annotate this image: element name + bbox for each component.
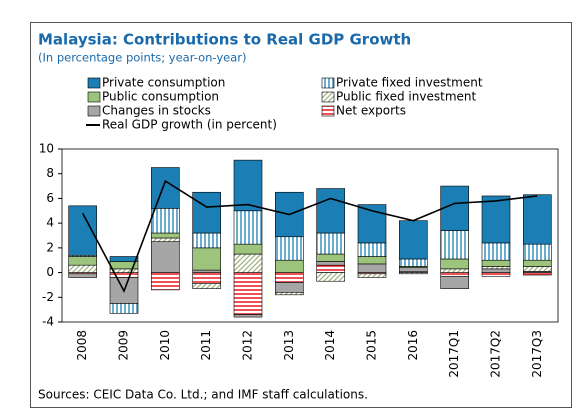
x-tick-label: 2016	[406, 330, 420, 361]
y-tick-label: 2	[46, 240, 54, 254]
y-tick-label: 10	[39, 142, 54, 156]
legend-label: Private fixed investment	[336, 76, 483, 90]
y-tick-label: -2	[42, 290, 54, 304]
legend-swatch	[87, 91, 101, 103]
bar	[151, 208, 180, 234]
bar	[316, 253, 345, 262]
bar	[523, 272, 552, 276]
bar	[440, 268, 469, 273]
x-tick-label: 2010	[158, 330, 172, 361]
bar	[151, 272, 180, 291]
x-tick-label: 2009	[117, 330, 131, 361]
bar	[399, 267, 428, 272]
bar	[316, 264, 345, 273]
bar	[399, 220, 428, 260]
x-tick-label: 2015	[365, 330, 379, 361]
chart-subtitle: (In percentage points; year-on-year)	[38, 51, 247, 65]
bar	[192, 269, 221, 273]
x-tick-label: 2008	[75, 330, 89, 361]
x-tick-label: 2011	[199, 330, 213, 361]
bar	[357, 263, 387, 273]
bar	[440, 185, 469, 231]
source: Sources: CEIC Data Co. Ltd.; and IMF sta…	[38, 388, 368, 402]
legend-label: Private consumption	[102, 76, 225, 90]
legend-label: Net exports	[336, 104, 406, 118]
bar	[316, 272, 345, 282]
bar	[275, 292, 304, 296]
legend-swatch	[87, 77, 101, 89]
bar	[481, 242, 511, 261]
bar	[357, 242, 387, 257]
y-tick-label: 8	[46, 166, 54, 180]
x-tick-label: 2017Q1	[447, 330, 461, 378]
bar	[233, 314, 263, 318]
bar	[192, 232, 221, 249]
bar	[151, 241, 180, 273]
bar	[357, 256, 387, 265]
legend-label: Changes in stocks	[102, 104, 211, 118]
bar	[316, 188, 345, 234]
bar	[192, 272, 221, 284]
y-tick-label: 4	[46, 216, 54, 230]
legend-label: Real GDP growth (in percent)	[102, 118, 277, 132]
bar	[523, 259, 552, 267]
y-tick-label: 6	[46, 191, 54, 205]
line	[81, 179, 538, 294]
legend-swatch	[87, 105, 101, 117]
bar	[399, 272, 428, 275]
x-tick-label: 2017Q2	[489, 330, 503, 378]
bar	[275, 282, 304, 293]
bar	[440, 258, 469, 270]
bar	[68, 273, 97, 278]
bar	[233, 272, 263, 315]
bar	[109, 256, 139, 262]
bar	[275, 272, 304, 283]
bar	[275, 236, 304, 261]
bar	[151, 232, 180, 239]
bar	[481, 259, 511, 267]
legend-label: Public fixed investment	[336, 90, 476, 104]
legend-label: Public consumption	[102, 90, 219, 104]
legend-swatch	[321, 91, 335, 103]
bar	[316, 232, 345, 255]
frame	[30, 22, 572, 408]
bar	[233, 210, 263, 245]
bar	[523, 243, 552, 261]
bar	[233, 243, 263, 255]
bar	[275, 259, 304, 273]
bar	[192, 247, 221, 271]
legend-swatch	[321, 77, 335, 89]
bar	[68, 264, 97, 273]
bar	[357, 273, 387, 278]
plot-frame	[61, 148, 559, 323]
y-tick-label: -4	[42, 315, 54, 329]
bar	[399, 258, 428, 267]
bar	[316, 261, 345, 266]
bar	[233, 253, 263, 273]
legend-swatch	[321, 105, 335, 117]
bar	[440, 230, 469, 260]
x-tick-label: 2012	[241, 330, 255, 361]
chart-title: Malaysia: Contributions to Real GDP Grow…	[38, 31, 411, 49]
bar	[523, 266, 552, 272]
bar	[523, 194, 552, 245]
x-tick-label: 2017Q3	[530, 330, 544, 378]
bar	[192, 191, 221, 234]
bar	[481, 272, 511, 277]
x-tick-label: 2014	[323, 330, 337, 361]
bar	[481, 268, 511, 273]
bar	[440, 272, 469, 277]
bar	[109, 303, 139, 314]
x-tick-label: 2013	[282, 330, 296, 361]
bar	[192, 283, 221, 289]
bar	[233, 159, 263, 212]
bar	[68, 256, 97, 266]
y-tick-label: 0	[46, 265, 54, 279]
bar	[151, 237, 180, 242]
bar	[481, 266, 511, 270]
bar	[440, 275, 469, 289]
bar	[481, 195, 511, 244]
